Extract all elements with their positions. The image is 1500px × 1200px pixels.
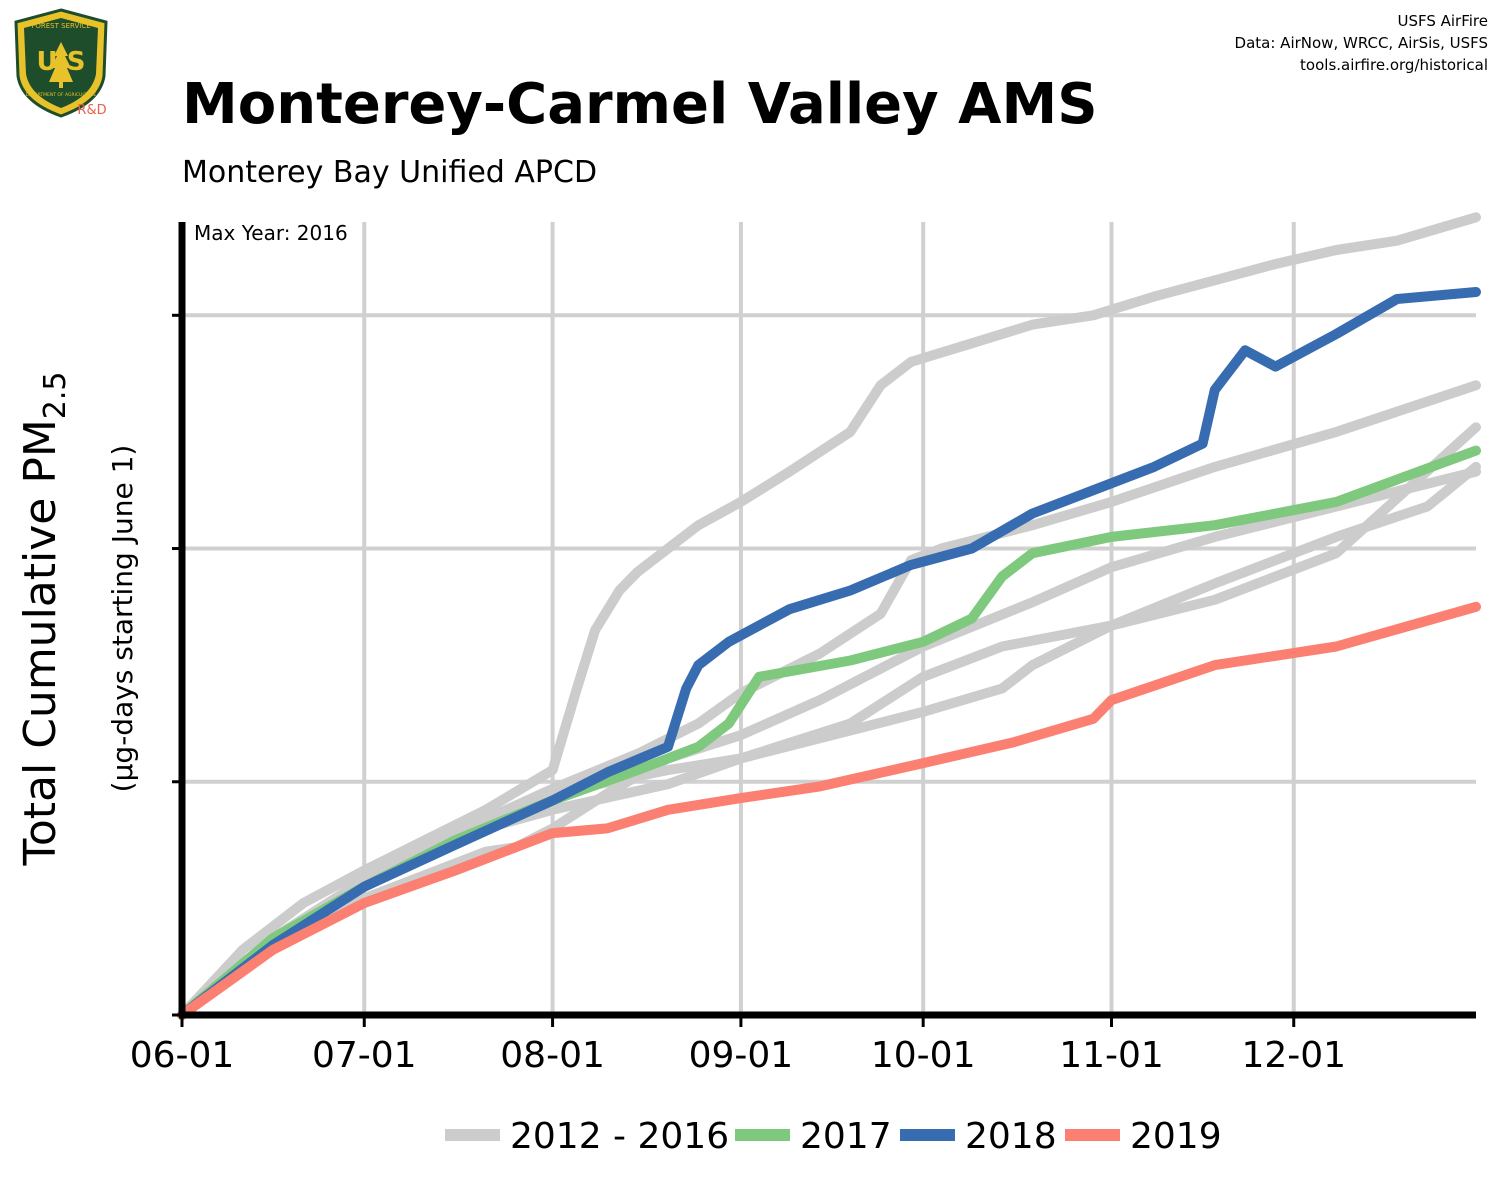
y-axis-title-subscript: 2.5 xyxy=(38,371,73,419)
max-year-annotation: Max Year: 2016 xyxy=(194,221,348,245)
series-line-2018 xyxy=(177,287,1481,1020)
x-tick-label: 09-01 xyxy=(689,1035,794,1076)
legend-label: 2012 - 2016 xyxy=(510,1116,729,1157)
chart-title: Monterey-Carmel Valley AMS xyxy=(182,72,1098,137)
credit-line: USFS AirFire xyxy=(1397,12,1488,30)
x-tick-label: 07-01 xyxy=(312,1035,417,1076)
x-tick-label: 10-01 xyxy=(871,1035,976,1076)
chart-subtitle: Monterey Bay Unified APCD xyxy=(182,155,598,190)
legend-label: 2018 xyxy=(965,1116,1057,1157)
series-line-2012-2016 xyxy=(177,212,1481,1020)
axes: 06-01 07-01 08-01 09-01 10-01 11-01 12-01 xyxy=(130,222,1476,1076)
series-line-2012-2016 xyxy=(177,380,1481,1020)
y-axis-title-main: Total Cumulative PM xyxy=(15,419,66,866)
x-tick-label: 11-01 xyxy=(1059,1035,1164,1076)
legend: 2012 - 2016 2017 2018 2019 xyxy=(445,1116,1222,1157)
series-line-2019 xyxy=(177,601,1481,1020)
tree-icon xyxy=(49,42,73,82)
credit-line: Data: AirNow, WRCC, AirSis, USFS xyxy=(1234,34,1488,52)
y-axis-subtitle: (µg-days starting June 1) xyxy=(106,445,139,793)
data-credits: USFS AirFire Data: AirNow, WRCC, AirSis,… xyxy=(1235,10,1488,76)
logo-bottom-text: DEPARTMENT OF AGRICULTURE xyxy=(26,92,97,98)
rd-badge: R&D xyxy=(77,103,106,118)
y-axis-label: Total Cumulative PM2.5 (µg-days starting … xyxy=(15,371,139,866)
series-lines xyxy=(177,212,1481,1020)
x-tick-label: 12-01 xyxy=(1241,1035,1346,1076)
legend-label: 2017 xyxy=(800,1116,892,1157)
tree-trunk xyxy=(59,82,63,88)
x-tick-label: 08-01 xyxy=(500,1035,605,1076)
forest-service-logo: FOREST SERVICE U S DEPARTMENT OF AGRICUL… xyxy=(14,8,108,118)
legend-label: 2019 xyxy=(1130,1116,1222,1157)
credit-line: tools.airfire.org/historical xyxy=(1300,56,1488,74)
logo-top-text: FOREST SERVICE xyxy=(31,22,90,30)
y-axis-title: Total Cumulative PM2.5 xyxy=(15,371,73,866)
x-tick-label: 06-01 xyxy=(130,1035,235,1076)
